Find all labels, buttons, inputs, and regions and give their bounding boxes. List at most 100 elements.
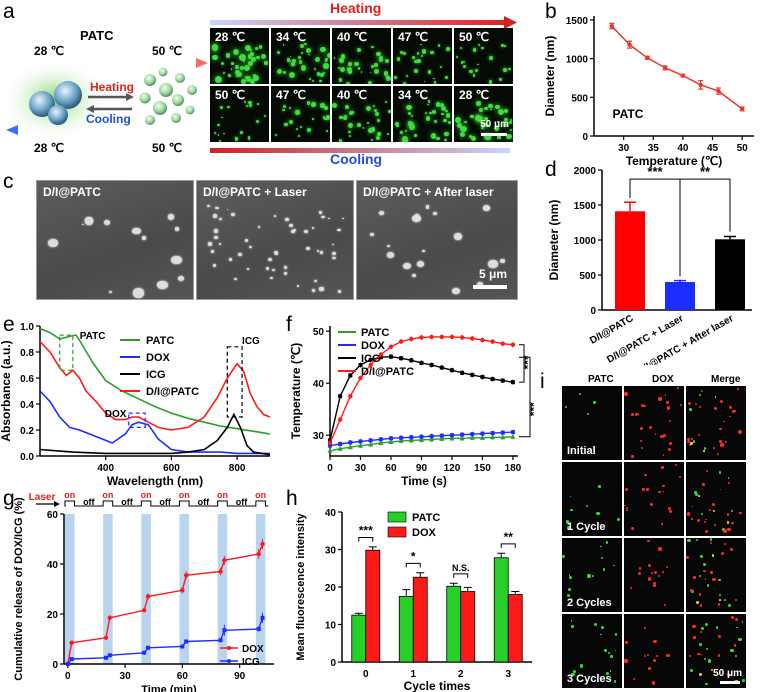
confocal-signal [689, 589, 693, 593]
confocal-signal [733, 644, 737, 647]
significance-bracket [519, 344, 525, 383]
significance-bracket [500, 543, 516, 548]
confocal-signal [650, 571, 654, 574]
micrograph-temperature-label: 40 ℃ [337, 30, 368, 44]
sem-particle [320, 251, 324, 254]
fluorescent-particle [348, 62, 352, 66]
bar [715, 239, 745, 310]
confocal-signal [711, 502, 716, 507]
sem-particle [321, 215, 325, 219]
fluorescent-particle [470, 114, 475, 119]
fluorescent-particle [445, 113, 451, 118]
fluorescent-particle [306, 101, 311, 105]
off-label: off [159, 497, 171, 507]
panel-letter-i: i [540, 370, 545, 393]
fluorescent-particle [348, 130, 351, 134]
fluorescent-particle [459, 131, 465, 137]
confocal-signal [741, 620, 744, 623]
sem-particle [283, 265, 288, 269]
bar [493, 557, 509, 663]
fluorescent-particle [298, 60, 303, 64]
sem-particle [500, 259, 505, 263]
fluorescent-particle [248, 60, 254, 67]
confocal-signal [695, 539, 698, 542]
fluorescent-particle [503, 68, 508, 73]
data-point [142, 650, 147, 655]
y-tick-label: 40 [313, 379, 325, 390]
fluorescent-particle [307, 127, 312, 132]
confocal-signal [646, 539, 650, 543]
confocal-signal [689, 407, 693, 411]
confocal-signal [718, 598, 721, 601]
fluorescent-particle [288, 106, 291, 109]
fluorescent-particle [360, 70, 363, 73]
confocal-signal [657, 490, 661, 494]
on-label: on [102, 490, 113, 500]
large-particle [29, 91, 55, 117]
confocal-signal [727, 528, 731, 532]
chart-e: 0.0 0.2 0.4 0.6 0.8 1.0 400 600 800 Wavelength (n… [0, 322, 271, 488]
confocal-signal [605, 541, 609, 544]
annotation-label: DOX [105, 409, 127, 420]
fluorescent-particle [439, 65, 443, 69]
fluorescence-micrograph: 40 ℃ [332, 86, 391, 142]
large-particle [48, 105, 68, 125]
confocal-signal [717, 634, 721, 638]
fluorescent-particle [464, 120, 467, 124]
confocal-signal [571, 672, 575, 677]
fluorescent-particle [396, 57, 401, 61]
sem-particle [273, 250, 278, 254]
laser-timeline [64, 500, 269, 507]
confocal-signal [730, 509, 734, 513]
data-point [662, 65, 668, 71]
fluorescent-particle [350, 110, 355, 115]
fluorescent-particle [231, 62, 234, 65]
confocal-signal [727, 673, 730, 676]
series-line [67, 543, 264, 665]
significance-bracket [519, 356, 531, 438]
confocal-signal [697, 653, 700, 656]
confocal-signal [703, 447, 707, 450]
confocal-signal [657, 574, 661, 578]
confocal-signal [690, 442, 693, 445]
fluorescent-particle [348, 70, 353, 75]
fluorescent-particle [414, 134, 418, 137]
confocal-signal [698, 574, 702, 578]
significance-bracket [405, 562, 421, 568]
confocal-signal [600, 545, 603, 548]
confocal-signal [713, 446, 716, 449]
fluorescent-particle [444, 75, 448, 79]
confocal-signal [739, 512, 742, 515]
confocal-signal [700, 389, 704, 393]
sem-particle [248, 245, 252, 248]
significance-mark: ** [700, 164, 711, 179]
legend-label: DOX [146, 352, 171, 364]
confocal-signal [669, 420, 672, 423]
sem-particle [453, 233, 463, 241]
confocal-signal [705, 518, 708, 521]
confocal-signal [642, 404, 646, 408]
scale-bar-label: 50 μm [480, 119, 509, 130]
confocal-signal [713, 509, 716, 513]
fluorescent-particle [288, 119, 293, 124]
sem-particle [210, 250, 215, 253]
x-tick-label: 50 [737, 143, 749, 154]
fluorescent-particle [291, 63, 295, 67]
confocal-signal [624, 391, 628, 396]
legend-swatch [387, 526, 407, 538]
confocal-signal [678, 475, 681, 478]
x-tick-label: 120 [444, 463, 461, 474]
x-tick-label: D/I@PATC [588, 313, 635, 347]
fluorescent-particle [420, 43, 422, 46]
fluorescent-particle [240, 65, 245, 70]
y-tick-label: 1500 [574, 201, 597, 212]
fluorescent-particle [472, 48, 477, 52]
legend-label: PATC [361, 327, 389, 339]
confocal-signal [705, 469, 709, 473]
fluorescent-particle [490, 108, 492, 111]
fluorescent-particle [253, 74, 260, 81]
confocal-signal [700, 513, 703, 516]
data-point [107, 615, 113, 620]
sem-particle [234, 277, 238, 281]
fluorescent-particle [225, 53, 231, 58]
